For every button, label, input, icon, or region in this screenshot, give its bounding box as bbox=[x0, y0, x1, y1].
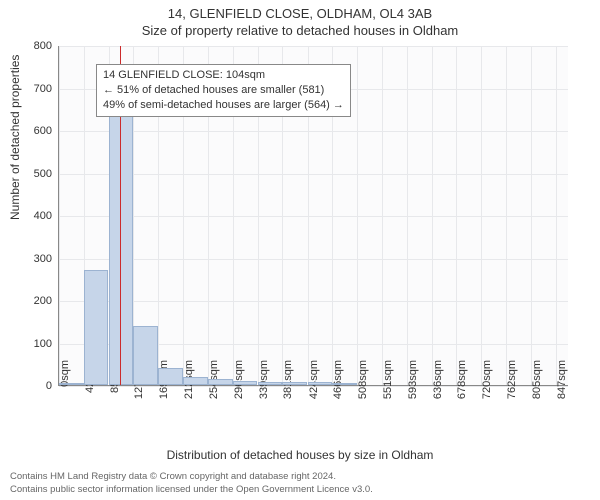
annotation-line2: ← 51% of detached houses are smaller (58… bbox=[103, 83, 344, 98]
histogram-bar bbox=[208, 379, 233, 385]
xtick-label: 212sqm bbox=[183, 360, 195, 420]
gridline-v bbox=[531, 46, 532, 385]
xtick-label: 847sqm bbox=[556, 360, 568, 420]
gridline-h bbox=[59, 131, 568, 132]
gridline-v bbox=[357, 46, 358, 385]
histogram-bar bbox=[84, 270, 109, 385]
histogram-chart: 01002003004005006007008000sqm42sqm85sqm1… bbox=[58, 46, 568, 386]
histogram-bar bbox=[109, 109, 134, 385]
gridline-h bbox=[59, 216, 568, 217]
annotation-line1: 14 GLENFIELD CLOSE: 104sqm bbox=[103, 68, 344, 83]
footer-line2: Contains public sector information licen… bbox=[10, 484, 373, 496]
ytick-label: 400 bbox=[12, 210, 52, 222]
xtick-label: 762sqm bbox=[506, 360, 518, 420]
ytick-label: 200 bbox=[12, 295, 52, 307]
gridline-v bbox=[481, 46, 482, 385]
xtick-label: 508sqm bbox=[357, 360, 369, 420]
page-subtitle: Size of property relative to detached ho… bbox=[0, 21, 600, 38]
xtick-label: 466sqm bbox=[332, 360, 344, 420]
y-axis-label: Number of detached properties bbox=[8, 55, 22, 220]
histogram-bar bbox=[258, 382, 283, 385]
xtick-label: 424sqm bbox=[308, 360, 320, 420]
histogram-bar bbox=[133, 326, 158, 386]
xtick-label: 551sqm bbox=[382, 360, 394, 420]
gridline-v bbox=[407, 46, 408, 385]
histogram-bar bbox=[233, 381, 258, 385]
ytick-label: 600 bbox=[12, 125, 52, 137]
xtick-label: 254sqm bbox=[208, 360, 220, 420]
gridline-v bbox=[382, 46, 383, 385]
xtick-label: 339sqm bbox=[258, 360, 270, 420]
x-axis-label: Distribution of detached houses by size … bbox=[0, 448, 600, 462]
ytick-label: 100 bbox=[12, 338, 52, 350]
xtick-label: 0sqm bbox=[59, 360, 71, 420]
gridline-h bbox=[59, 174, 568, 175]
histogram-bar bbox=[183, 377, 208, 386]
gridline-v bbox=[432, 46, 433, 385]
gridline-h bbox=[59, 301, 568, 302]
xtick-label: 720sqm bbox=[481, 360, 493, 420]
histogram-bar bbox=[308, 382, 333, 385]
histogram-bar bbox=[282, 382, 307, 385]
xtick-label: 593sqm bbox=[407, 360, 419, 420]
footer-line1: Contains HM Land Registry data © Crown c… bbox=[10, 471, 373, 483]
annotation-line3: 49% of semi-detached houses are larger (… bbox=[103, 98, 344, 113]
ytick-label: 0 bbox=[12, 380, 52, 392]
histogram-bar bbox=[158, 368, 183, 385]
xtick-label: 296sqm bbox=[233, 360, 245, 420]
ytick-label: 300 bbox=[12, 253, 52, 265]
gridline-v bbox=[59, 46, 60, 385]
xtick-label: 381sqm bbox=[282, 360, 294, 420]
ytick-label: 500 bbox=[12, 168, 52, 180]
gridline-v bbox=[556, 46, 557, 385]
footer-attribution: Contains HM Land Registry data © Crown c… bbox=[10, 471, 373, 496]
gridline-h bbox=[59, 259, 568, 260]
annotation-box: 14 GLENFIELD CLOSE: 104sqm ← 51% of deta… bbox=[96, 64, 351, 117]
gridline-v bbox=[456, 46, 457, 385]
gridline-h bbox=[59, 46, 568, 47]
xtick-label: 678sqm bbox=[456, 360, 468, 420]
gridline-v bbox=[506, 46, 507, 385]
xtick-label: 636sqm bbox=[432, 360, 444, 420]
xtick-label: 805sqm bbox=[531, 360, 543, 420]
ytick-label: 800 bbox=[12, 40, 52, 52]
histogram-bar bbox=[59, 383, 84, 385]
page-title-address: 14, GLENFIELD CLOSE, OLDHAM, OL4 3AB bbox=[0, 0, 600, 21]
histogram-bar bbox=[332, 383, 357, 385]
ytick-label: 700 bbox=[12, 83, 52, 95]
